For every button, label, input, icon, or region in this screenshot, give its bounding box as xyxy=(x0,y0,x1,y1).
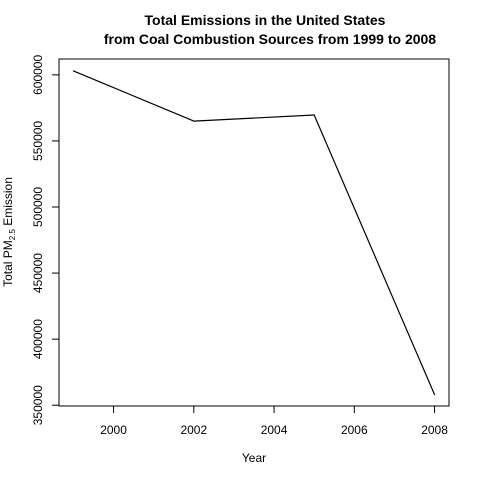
y-tick-label: 350000 xyxy=(31,385,45,425)
series-group xyxy=(72,70,436,396)
series-line-segment xyxy=(72,70,195,122)
y-axis-label-main: Total PM xyxy=(1,240,15,287)
x-tick-label: 2004 xyxy=(261,423,288,437)
x-tick-label: 2006 xyxy=(341,423,368,437)
x-tick-label: 2002 xyxy=(180,423,207,437)
y-axis-label-subscript: 2.5 xyxy=(8,229,17,241)
x-axis: 2000 2002 2004 2006 2008 xyxy=(100,405,448,437)
chart-title-line-2: from Coal Combustion Sources from 1999 t… xyxy=(104,31,436,47)
y-axis-label-end: Emission xyxy=(1,177,15,229)
x-axis-label: Year xyxy=(242,451,266,465)
x-tick-label: 2000 xyxy=(100,423,127,437)
y-tick-label: 600000 xyxy=(31,55,45,95)
series-line-segment xyxy=(193,114,315,122)
chart-title-line-1: Total Emissions in the United States xyxy=(145,12,386,28)
y-tick-label: 500000 xyxy=(31,187,45,227)
y-tick-label: 450000 xyxy=(31,253,45,293)
y-tick-label: 550000 xyxy=(31,121,45,161)
y-tick-label: 400000 xyxy=(31,319,45,359)
y-axis: 350000 400000 450000 500000 550000 600000 xyxy=(31,55,60,425)
x-tick-label: 2008 xyxy=(421,423,448,437)
series-line-segment xyxy=(313,114,436,396)
y-axis-label: Total PM2.5 Emission xyxy=(1,177,17,287)
